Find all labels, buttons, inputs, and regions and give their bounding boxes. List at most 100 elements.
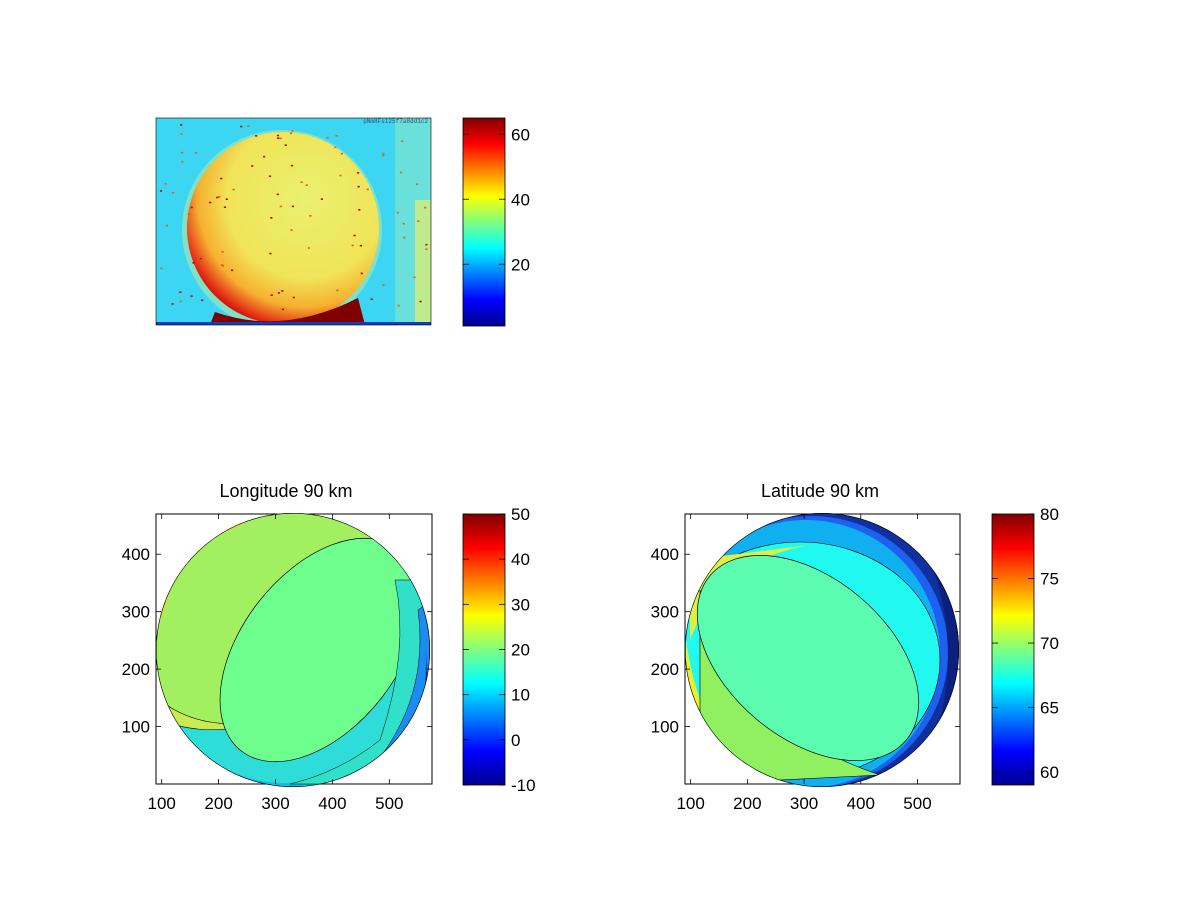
- image-panel: pNm8Fs125f7a8dd1c2: [155, 117, 432, 326]
- x-tick-label: 500: [375, 794, 403, 813]
- image-speck: [165, 224, 169, 227]
- image-speck: [270, 294, 273, 296]
- image-speck: [220, 264, 224, 266]
- image-speck: [417, 220, 420, 222]
- image-speck: [335, 134, 338, 137]
- image-speck: [382, 152, 385, 155]
- image-speck: [159, 190, 163, 192]
- image-speck: [281, 308, 284, 311]
- colorbar-top: 20 40 60: [462, 117, 530, 327]
- image-speck: [291, 205, 295, 208]
- latitude-panel: Latitude 90 km 100 200 300 400 500 100 200 300 4…: [651, 481, 961, 813]
- image-speck: [187, 213, 190, 215]
- x-tick-label: 500: [903, 794, 931, 813]
- colorbar-tick-label: 40: [511, 190, 530, 209]
- image-speck: [277, 137, 280, 140]
- image-speck: [171, 191, 175, 194]
- x-tick-label: 400: [318, 794, 346, 813]
- image-speck: [370, 298, 373, 300]
- x-tick-label: 100: [148, 794, 176, 813]
- longitude-contours: [156, 513, 430, 787]
- image-speck: [334, 146, 337, 149]
- colorbar-tick-label: 50: [511, 505, 530, 524]
- image-speck: [232, 188, 235, 191]
- image-speck: [164, 183, 167, 185]
- image-speck: [366, 188, 369, 191]
- image-speck: [300, 181, 303, 184]
- colorbar-tick-label: 40: [511, 550, 530, 569]
- y-tick-label: 100: [122, 718, 150, 737]
- image-speck: [320, 198, 324, 200]
- image-speck: [180, 151, 184, 154]
- image-speck: [281, 290, 284, 292]
- colorbar-tick-label: 20: [511, 255, 530, 274]
- colorbar-tick-label: 10: [511, 686, 530, 705]
- image-speck: [291, 130, 294, 132]
- colorbar-tick-label: 60: [1040, 763, 1059, 782]
- image-speck: [209, 201, 212, 204]
- image-speck: [199, 257, 202, 260]
- x-tick-label: 200: [733, 794, 761, 813]
- image-speck: [180, 133, 183, 135]
- image-speck: [351, 244, 354, 247]
- image-speck: [179, 291, 182, 293]
- image-speck: [247, 125, 250, 127]
- image-speck: [190, 206, 193, 209]
- image-speck: [425, 243, 428, 246]
- image-speck: [396, 211, 399, 214]
- image-speck: [201, 299, 204, 302]
- y-tick-label: 300: [651, 603, 679, 622]
- image-speck: [220, 177, 223, 180]
- image-speck: [357, 172, 360, 174]
- image-speck: [223, 206, 227, 209]
- image-speck: [402, 222, 405, 225]
- image-speck: [326, 136, 329, 139]
- image-speck: [171, 303, 174, 305]
- colorbar-latitude: 60 65 70 75 80: [991, 505, 1059, 786]
- image-speck: [307, 247, 311, 249]
- y-tick-label: 400: [122, 545, 150, 564]
- image-speck: [216, 196, 219, 199]
- colorbar-tick-label: 80: [1040, 505, 1059, 524]
- image-speck: [403, 236, 406, 239]
- image-speck: [251, 165, 254, 167]
- x-tick-label: 300: [261, 794, 289, 813]
- image-label: pNm8Fs125f7a8dd1c2: [363, 118, 428, 125]
- image-speck: [305, 184, 308, 187]
- colorbar-tick-label: -10: [511, 776, 536, 795]
- latitude-contours: [685, 513, 959, 787]
- image-speck: [382, 154, 385, 157]
- image-speck: [269, 252, 272, 255]
- image-speck: [218, 196, 221, 198]
- x-tick-label: 200: [204, 794, 232, 813]
- image-speck: [339, 174, 342, 177]
- image-speck: [179, 300, 182, 303]
- image-speck: [255, 135, 258, 137]
- longitude-panel: Longitude 90 km 100 200 300 400 500 100 200 300…: [122, 481, 433, 813]
- image-speck: [190, 295, 193, 297]
- image-speck: [340, 152, 343, 155]
- y-tick-label: 300: [122, 603, 150, 622]
- y-tick-label: 200: [651, 660, 679, 679]
- image-speck: [359, 244, 362, 247]
- colorbar-longitude: -10 0 10 20 30 40 50: [462, 505, 536, 795]
- image-speck: [357, 185, 360, 188]
- colorbar-tick-label: 30: [511, 595, 530, 614]
- image-speck: [277, 292, 281, 294]
- longitude-title: Longitude 90 km: [219, 481, 352, 501]
- image-speck: [419, 300, 422, 303]
- image-speck: [276, 193, 279, 196]
- colorbar-tick-label: 60: [511, 125, 530, 144]
- image-speck: [160, 267, 163, 270]
- y-tick-label: 100: [651, 718, 679, 737]
- image-speck: [413, 276, 416, 279]
- latitude-title: Latitude 90 km: [761, 481, 879, 501]
- image-speck: [397, 304, 400, 307]
- image-speck: [276, 134, 280, 137]
- image-speck: [279, 137, 282, 140]
- image-speck: [401, 140, 404, 143]
- image-speck: [424, 206, 427, 209]
- x-tick-label: 100: [676, 794, 704, 813]
- image-speck: [399, 171, 403, 174]
